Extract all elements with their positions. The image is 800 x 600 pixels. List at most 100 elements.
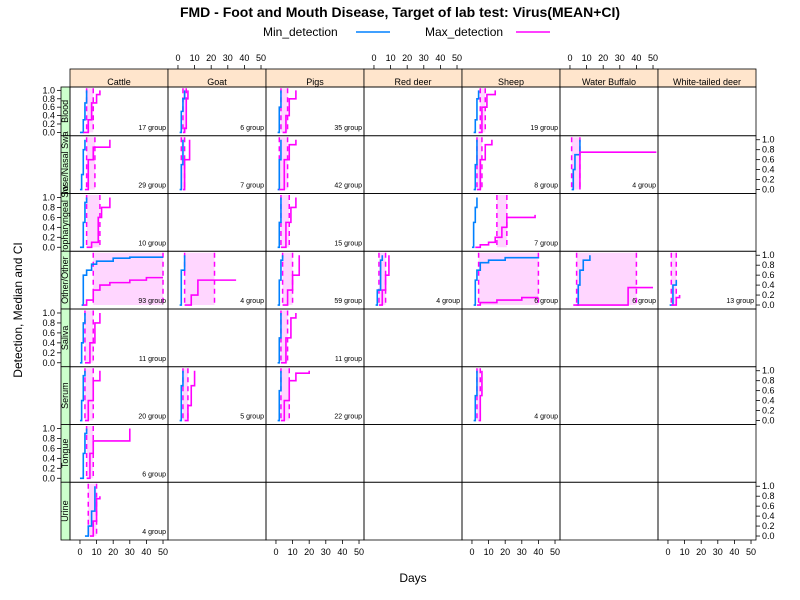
panel-3-5-ci-band (576, 252, 637, 306)
panel-1-6-border (657, 135, 757, 194)
panel-5-2-min-line (277, 370, 282, 422)
col-strip-label-2: Pigs (306, 77, 324, 87)
panel-1-2-min-line (277, 139, 282, 191)
row-2-ytick-label-4: 0.8 (42, 202, 55, 212)
panel-2-1-border (167, 193, 267, 252)
panel-7-0-min-line (84, 486, 96, 537)
row-5-ytick-label-3: 0.6 (762, 386, 775, 396)
panel-5-6-border (657, 366, 757, 425)
col-strip-label-6: White-tailed deer (673, 77, 741, 87)
panel-2-5-border (559, 193, 659, 252)
row-4-ytick-label-4: 0.8 (42, 318, 55, 328)
col-5-xtick-label-3: 30 (615, 53, 625, 63)
row-7-ytick-label-4: 0.8 (762, 491, 775, 501)
panel-6-1-border (167, 424, 267, 483)
row-2-ytick-label-5: 1.0 (42, 192, 55, 202)
panel-1-3-border (363, 135, 463, 194)
row-strip-label-2: Oropharyngeal Sw (60, 185, 70, 260)
panel-2-0-ci-band (86, 194, 100, 248)
col-5-xtick-label-1: 10 (582, 53, 592, 63)
panel-0-0-max-line (83, 90, 101, 134)
panel-7-0-group-label: 4 group (142, 529, 166, 536)
col-5-xtick-label-4: 40 (631, 53, 641, 63)
panel-0-2-ci-band (280, 88, 288, 133)
row-3-ytick-label-2: 0.4 (762, 280, 775, 290)
panel-5-4-min-line (473, 370, 478, 422)
col-0-xtick-label-3: 30 (125, 547, 135, 557)
col-6-xtick-label-2: 20 (696, 547, 706, 557)
panel-1-1-group-label: 7 group (240, 183, 264, 190)
row-strip-label-3: Other/Other (60, 256, 70, 304)
col-4-xtick-label-4: 40 (533, 547, 543, 557)
panel-0-1-max-line (182, 90, 189, 134)
panel-1-1-min-line (179, 139, 184, 191)
panel-5-2-ci-band (280, 368, 290, 421)
panel-4-4-border (461, 308, 561, 368)
panel-0-4-group-label: 19 group (530, 125, 558, 132)
row-0-ytick-label-3: 0.6 (42, 102, 55, 112)
panel-0-4-ci-band (480, 88, 486, 133)
row-7-ytick-label-1: 0.2 (762, 521, 775, 531)
col-0-xtick-label-1: 10 (92, 547, 102, 557)
panel-3-4-max-line (476, 296, 539, 306)
panel-6-0-max-line (86, 428, 131, 480)
row-4-ytick-label-1: 0.2 (42, 348, 55, 358)
col-5-xtick-label-0: 0 (567, 53, 572, 63)
col-3-xtick-label-1: 10 (386, 53, 396, 63)
row-1-ytick-label-0: 0.0 (762, 185, 775, 195)
row-0-ytick-label-2: 0.4 (42, 111, 55, 121)
panel-0-1-ci-band (182, 88, 187, 133)
col-6-xtick-label-4: 40 (729, 547, 739, 557)
row-5-ytick-label-0: 0.0 (762, 416, 775, 426)
panel-7-0-ci-band (88, 483, 97, 537)
row-6-ytick-label-0: 0.0 (42, 473, 55, 483)
panel-2-2-max-line (280, 197, 297, 249)
col-4-xtick-label-3: 30 (517, 547, 527, 557)
panel-1-5-max-line (579, 151, 657, 190)
row-strip-label-6: Tongue (60, 439, 70, 469)
panel-2-4-ci-band (496, 194, 507, 248)
row-0-ytick-label-5: 1.0 (42, 85, 55, 95)
row-strip-label-5: Serum (60, 382, 70, 409)
panel-5-4-ci-band (476, 368, 481, 421)
panel-3-1-max-line (184, 279, 237, 306)
col-2-xtick-label-1: 10 (288, 547, 298, 557)
panel-1-4-ci-band (476, 137, 482, 190)
row-1-ytick-label-1: 0.2 (762, 175, 775, 185)
panel-0-4-min-line (473, 90, 480, 134)
row-strip-label-7: Urine (60, 500, 70, 522)
col-0-xtick-label-5: 50 (158, 547, 168, 557)
panel-7-4-border (461, 481, 561, 541)
row-6-ytick-label-3: 0.6 (42, 443, 55, 453)
panel-3-0-group-label: 93 group (138, 298, 166, 305)
panel-4-5-border (559, 308, 659, 368)
panel-3-0-max-line (83, 276, 164, 306)
legend-label-1: Max_detection (425, 25, 503, 39)
col-0-xtick-label-4: 40 (141, 547, 151, 557)
panel-3-4-group-label: 6 group (534, 298, 558, 305)
panel-5-2-group-label: 22 group (334, 414, 362, 421)
panel-2-0-group-label: 10 group (138, 240, 166, 247)
row-3-ytick-label-3: 0.6 (762, 270, 775, 280)
col-5-xtick-label-2: 20 (598, 53, 608, 63)
panel-2-0-min-line (79, 197, 88, 249)
panel-2-4-group-label: 7 group (534, 240, 558, 247)
col-4-xtick-label-1: 10 (484, 547, 494, 557)
panel-3-2-max-line (282, 255, 301, 306)
row-5-ytick-label-2: 0.4 (762, 396, 775, 406)
panel-6-3-border (363, 424, 463, 483)
row-4-ytick-label-0: 0.0 (42, 358, 55, 368)
row-6-ytick-label-2: 0.4 (42, 453, 55, 463)
row-5-ytick-label-4: 0.8 (762, 376, 775, 386)
panel-4-2-min-line (277, 312, 282, 364)
panel-0-3-border (363, 86, 463, 137)
row-0-ytick-label-1: 0.2 (42, 119, 55, 129)
row-1-ytick-label-4: 0.8 (762, 145, 775, 155)
panel-3-2-group-label: 59 group (334, 298, 362, 305)
panel-3-2-min-line (277, 255, 284, 306)
panel-0-0-ci-band (86, 88, 94, 133)
col-3-xtick-label-2: 20 (402, 53, 412, 63)
panel-7-5-border (559, 481, 659, 541)
row-1-ytick-label-3: 0.6 (762, 155, 775, 165)
panel-3-1-min-line (179, 255, 186, 306)
